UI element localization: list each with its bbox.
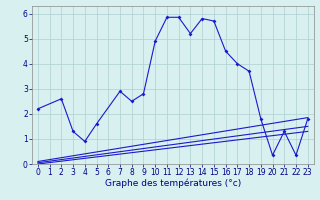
X-axis label: Graphe des températures (°c): Graphe des températures (°c) bbox=[105, 179, 241, 188]
